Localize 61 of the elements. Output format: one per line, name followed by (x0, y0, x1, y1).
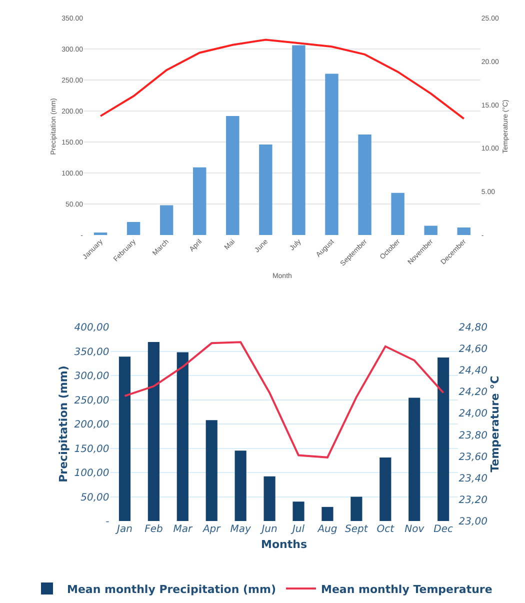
x-tick-label: Sept (345, 524, 369, 535)
y-tick-label: 300,00 (74, 371, 110, 382)
bar (259, 144, 272, 235)
line-series (124, 341, 444, 458)
bar (193, 167, 206, 235)
y-tick-label: - (106, 516, 110, 528)
line-series (100, 38, 465, 120)
legend-label: Mean monthly Precipitation (mm) (67, 582, 276, 596)
bar (264, 476, 276, 521)
bar (292, 502, 304, 521)
y2-tick-label: 24,40 (458, 366, 488, 377)
y-tick-label: 250,00 (74, 395, 110, 406)
y2-axis-title: Temperature °C (488, 376, 502, 472)
bar (206, 420, 218, 521)
x-tick-label: Feb (144, 524, 163, 535)
bar (358, 134, 372, 235)
x-tick-label: Dec (434, 524, 454, 535)
y-tick-label: 150,00 (74, 444, 110, 455)
x-tick-label: Jul (290, 524, 305, 535)
x-tick-label: Apr (202, 524, 222, 535)
bar (118, 356, 131, 521)
bar (457, 228, 470, 235)
y-tick-label: 100,00 (74, 468, 110, 479)
bar (424, 226, 438, 235)
y-axis-title: Precipitation (mm) (56, 366, 70, 482)
y2-tick-label: 23,60 (458, 452, 488, 463)
bar (226, 116, 240, 235)
y-tick-label: 400,00 (74, 322, 110, 334)
bar (292, 45, 306, 235)
y-tick-label: 50,00 (80, 492, 110, 504)
legend-label: Mean monthly Temperature (321, 582, 492, 596)
x-tick-label: Jan (115, 524, 132, 535)
bar (126, 222, 140, 235)
x-tick-label: Oct (376, 524, 396, 535)
bar (160, 205, 174, 235)
y2-tick-label: 24,80 (458, 322, 488, 334)
bar (438, 358, 450, 521)
y2-tick-label: 23,80 (458, 430, 488, 442)
y2-tick-label: 23,40 (458, 473, 488, 484)
y-tick-label: 200,00 (74, 420, 110, 430)
bar (176, 352, 188, 521)
x-axis-title: Months (261, 538, 308, 552)
bar (234, 450, 246, 521)
y-tick-label: 350,00 (74, 346, 110, 358)
bar (148, 342, 160, 521)
y2-tick-label: 24,20 (458, 387, 488, 398)
bar (380, 457, 392, 521)
y2-tick-label: 24,00 (458, 408, 488, 420)
y2-tick-label: 23,00 (458, 516, 488, 528)
y2-tick-label: 23,20 (458, 494, 488, 506)
y2-tick-label: 24,60 (458, 344, 488, 356)
bar (391, 192, 404, 235)
x-tick-label: Aug (316, 524, 338, 535)
bar (322, 506, 334, 521)
bar (350, 496, 362, 521)
x-tick-label: Jun (260, 524, 278, 535)
x-tick-label: Nov (404, 524, 426, 535)
x-tick-label: May (230, 524, 252, 535)
x-tick-label: Mar (173, 524, 193, 535)
bar (325, 74, 338, 235)
bar (408, 398, 420, 521)
